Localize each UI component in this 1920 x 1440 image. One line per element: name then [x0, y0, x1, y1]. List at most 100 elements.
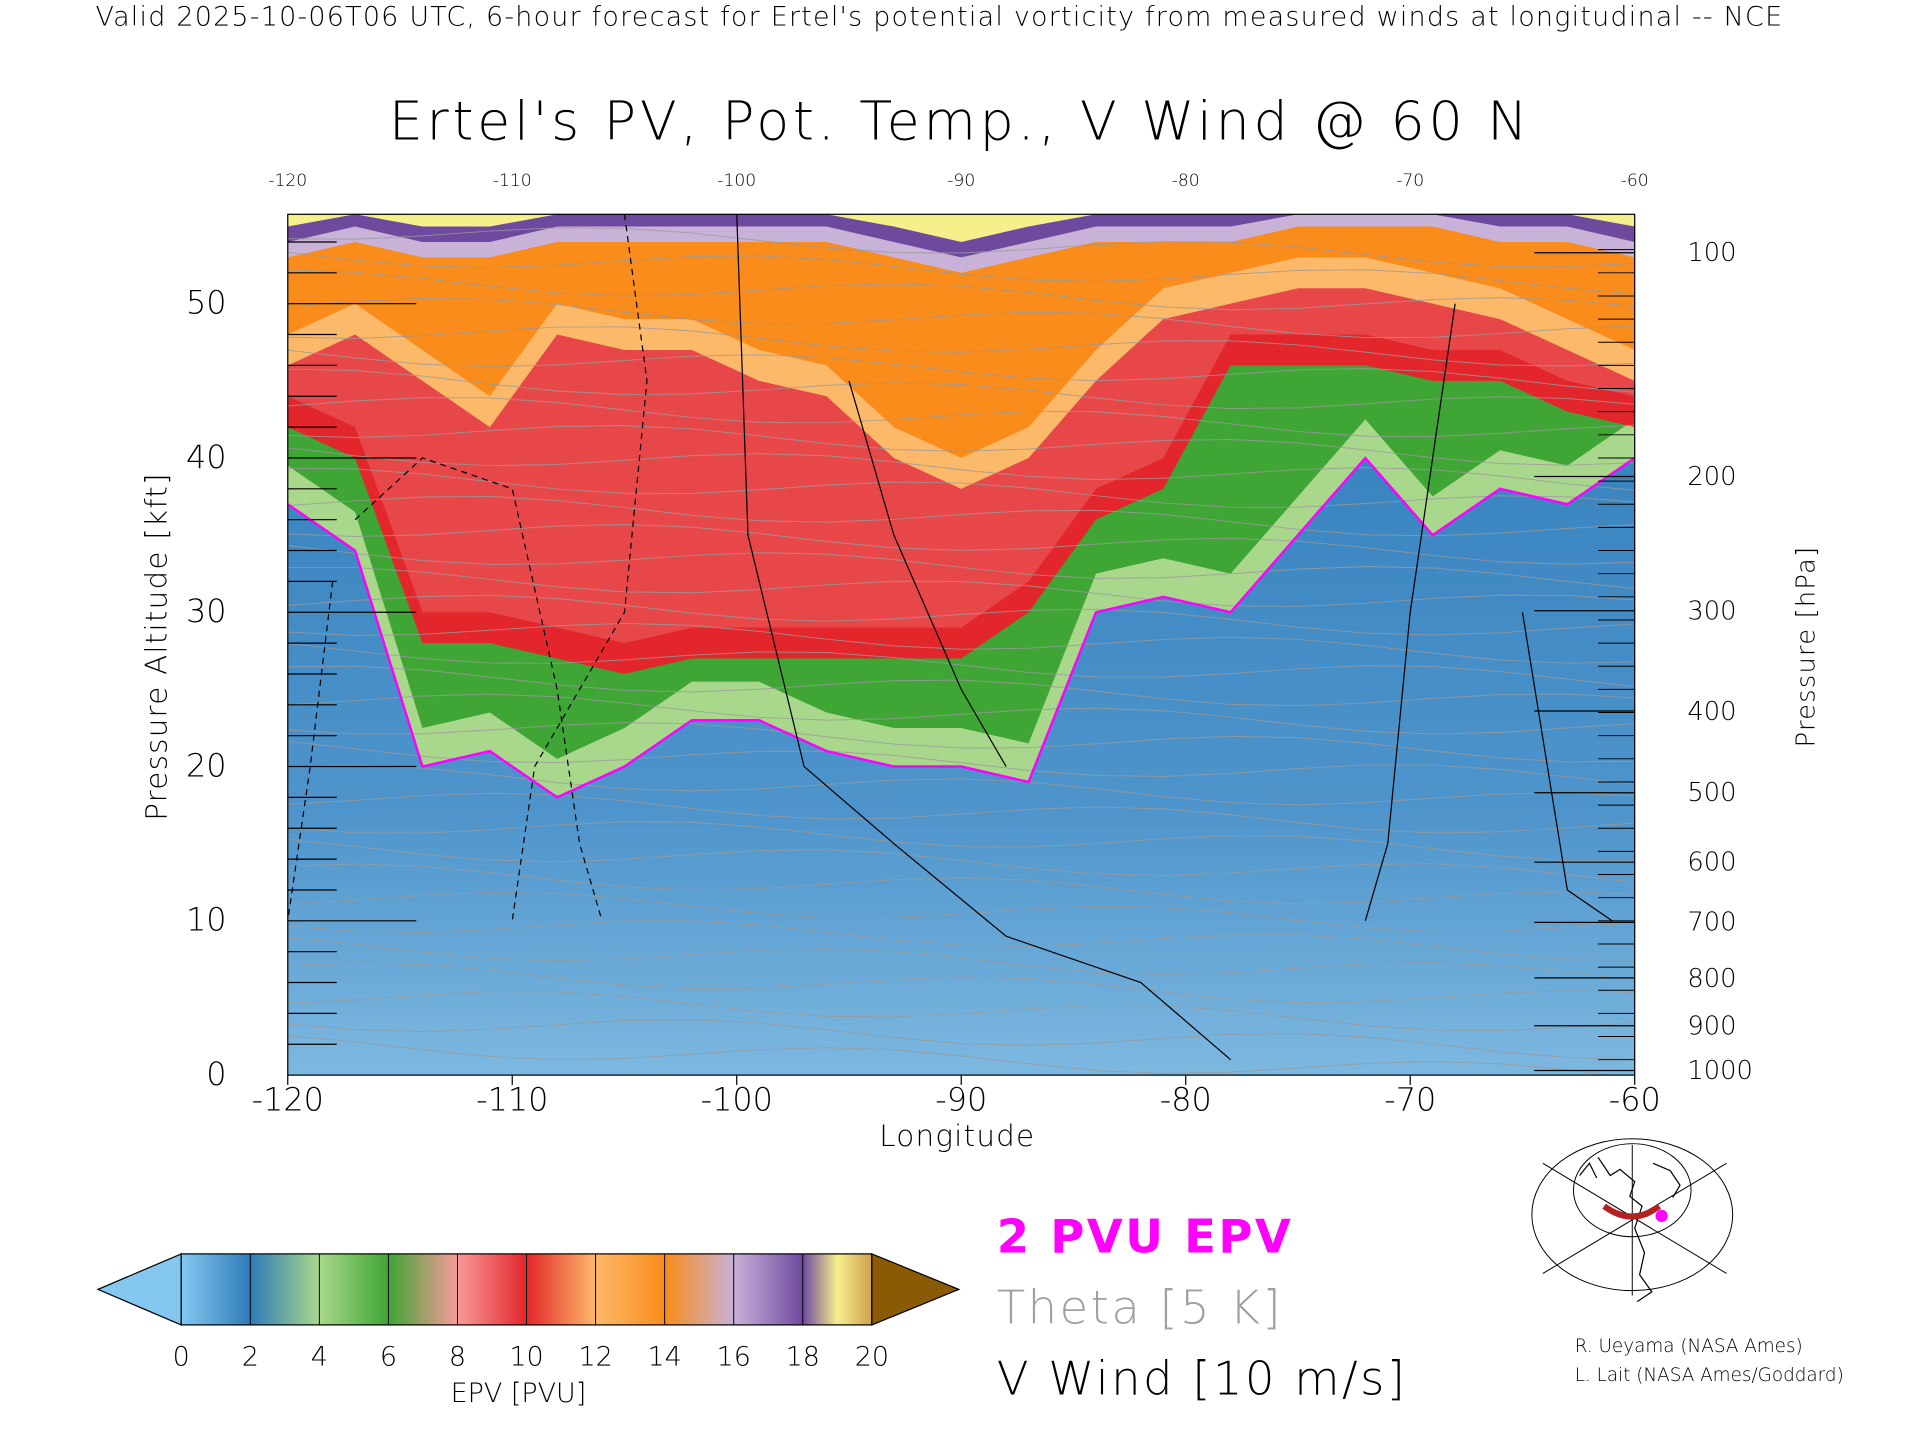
- figure-subtitle: Valid 2025-10-06T06 UTC, 6-hour forecast…: [95, 2, 1784, 34]
- theta-contour: [287, 962, 1635, 1004]
- theta-contour: [287, 991, 1635, 1032]
- epv-fill-18-20: [287, 214, 1635, 242]
- theta-contour: [287, 297, 1635, 339]
- theta-contour: [287, 545, 1635, 589]
- y-tick-label: 0: [206, 1056, 227, 1094]
- theta-contour: [287, 740, 1635, 785]
- colorbar-tick-label: 8: [448, 1342, 467, 1373]
- colorbar-tick-label: 4: [310, 1342, 328, 1373]
- plot-area: [287, 214, 1635, 1076]
- v-wind-contour-positive: [1364, 303, 1456, 921]
- pressure-tick-label: 500: [1687, 778, 1737, 808]
- legend-2pvu: 2 PVU EPV: [996, 1209, 1294, 1264]
- theta-contour: [287, 1035, 1617, 1076]
- top-x-tick-label: -60: [1620, 171, 1649, 192]
- theta-contour: [287, 920, 1635, 961]
- pressure-tick-label: 100: [1687, 238, 1737, 268]
- colorbar-tick-label: 10: [509, 1342, 544, 1373]
- pressure-tick-label: 900: [1687, 1011, 1737, 1041]
- chart-title: Ertel's PV, Pot. Temp., V Wind @ 60 N: [388, 90, 1532, 154]
- theta-contour: [287, 397, 1635, 438]
- pressure-tick-label: 400: [1687, 696, 1737, 726]
- epv-fill-12-14: [287, 214, 1635, 458]
- v-wind-contour-positive: [736, 214, 1232, 1061]
- theta-contour: [287, 792, 1635, 834]
- top-x-tick-label: -70: [1396, 171, 1425, 192]
- theta-contour: [287, 863, 1635, 905]
- pressure-tick-label: 300: [1687, 596, 1737, 626]
- top-x-tick-label: -120: [268, 171, 308, 192]
- top-x-tick-label: -80: [1171, 171, 1200, 192]
- y-tick-label: 30: [186, 593, 227, 631]
- top-x-tick-label: -90: [947, 171, 976, 192]
- colorbar-label: EPV [PVU]: [450, 1378, 587, 1410]
- theta-contour: [287, 937, 1635, 981]
- theta-contour: [287, 467, 1635, 508]
- theta-contour: [287, 349, 1635, 393]
- x-tick-label: -60: [1608, 1082, 1661, 1120]
- y-tick-label: 20: [186, 748, 227, 785]
- theta-contour: [287, 1019, 1635, 1060]
- theta-contour: [287, 665, 1635, 707]
- top-x-tick-label: -110: [492, 171, 532, 192]
- top-x-tick-label: -100: [717, 171, 757, 192]
- colorbar-tick-label: 6: [379, 1342, 397, 1373]
- theta-contour: [287, 764, 1635, 806]
- colorbar-tick-label: 0: [172, 1342, 190, 1373]
- legend-theta: Theta [5 K]: [996, 1280, 1283, 1335]
- legend-v-wind: V Wind [10 m/s]: [996, 1351, 1408, 1406]
- theta-contour: [287, 326, 1635, 367]
- y-tick-label: 50: [186, 285, 227, 323]
- theta-contour: [287, 523, 1635, 565]
- theta-contour: [287, 368, 1635, 410]
- theta-contour: [287, 642, 1635, 687]
- y-tick-label: 40: [186, 439, 227, 477]
- v-wind-contour-negative: [354, 457, 603, 921]
- x-tick-label: -90: [935, 1082, 988, 1120]
- v-wind-contour-positive: [1521, 612, 1613, 922]
- colorbar-tick-label: 18: [785, 1342, 820, 1373]
- theta-contour: [287, 722, 1635, 763]
- theta-contour: [287, 693, 1635, 735]
- theta-contour: [287, 251, 1635, 295]
- v-wind-contour-negative: [511, 214, 648, 921]
- theta-contour: [287, 594, 1635, 636]
- colorbar-tick-label: 14: [647, 1342, 682, 1373]
- theta-contour: [287, 227, 1635, 268]
- pressure-tick-label: 1000: [1687, 1055, 1753, 1086]
- pressure-tick-label: 200: [1687, 461, 1737, 492]
- theta-contour: [287, 821, 1635, 862]
- colorbar-low-extend: [96, 1252, 182, 1326]
- pressure-tick-label: 600: [1687, 847, 1737, 877]
- y-axis-label-right: Pressure [hPa]: [1791, 545, 1821, 748]
- theta-contour: [287, 269, 1635, 311]
- pressure-tick-label: 800: [1687, 963, 1737, 993]
- v-wind-contour-positive: [848, 380, 1007, 767]
- pressure-tick-label: 700: [1687, 907, 1737, 938]
- theta-contour: [287, 839, 1635, 883]
- x-tick-label: -100: [700, 1082, 773, 1120]
- y-axis-label: Pressure Altitude [kft]: [139, 472, 174, 821]
- theta-contour: [287, 447, 1635, 491]
- y-tick-label: 10: [186, 902, 227, 940]
- pv-2pvu-contour: [287, 456, 1635, 799]
- x-tick-label: -70: [1384, 1082, 1437, 1120]
- colorbar-high-extend: [871, 1252, 961, 1326]
- x-tick-label: -80: [1159, 1082, 1212, 1120]
- colorbar-tick-label: 2: [241, 1342, 259, 1373]
- theta-contour: [287, 567, 1635, 607]
- colorbar-tick-label: 20: [854, 1342, 889, 1373]
- credit-line-1: R. Ueyama (NASA Ames): [1574, 1334, 1803, 1357]
- colorbar-tick-label: 16: [716, 1342, 751, 1373]
- v-wind-contour-negative: [287, 581, 334, 921]
- theta-contour: [287, 496, 1635, 537]
- x-tick-label: -120: [251, 1082, 324, 1120]
- theta-contour: [287, 425, 1635, 466]
- x-tick-label: -110: [476, 1082, 549, 1120]
- theta-contour: [287, 622, 1635, 664]
- theta-contour: [287, 891, 1635, 933]
- credit-line-2: L. Lait (NASA Ames/Goddard): [1574, 1364, 1844, 1387]
- colorbar-tick-label: 12: [578, 1342, 613, 1373]
